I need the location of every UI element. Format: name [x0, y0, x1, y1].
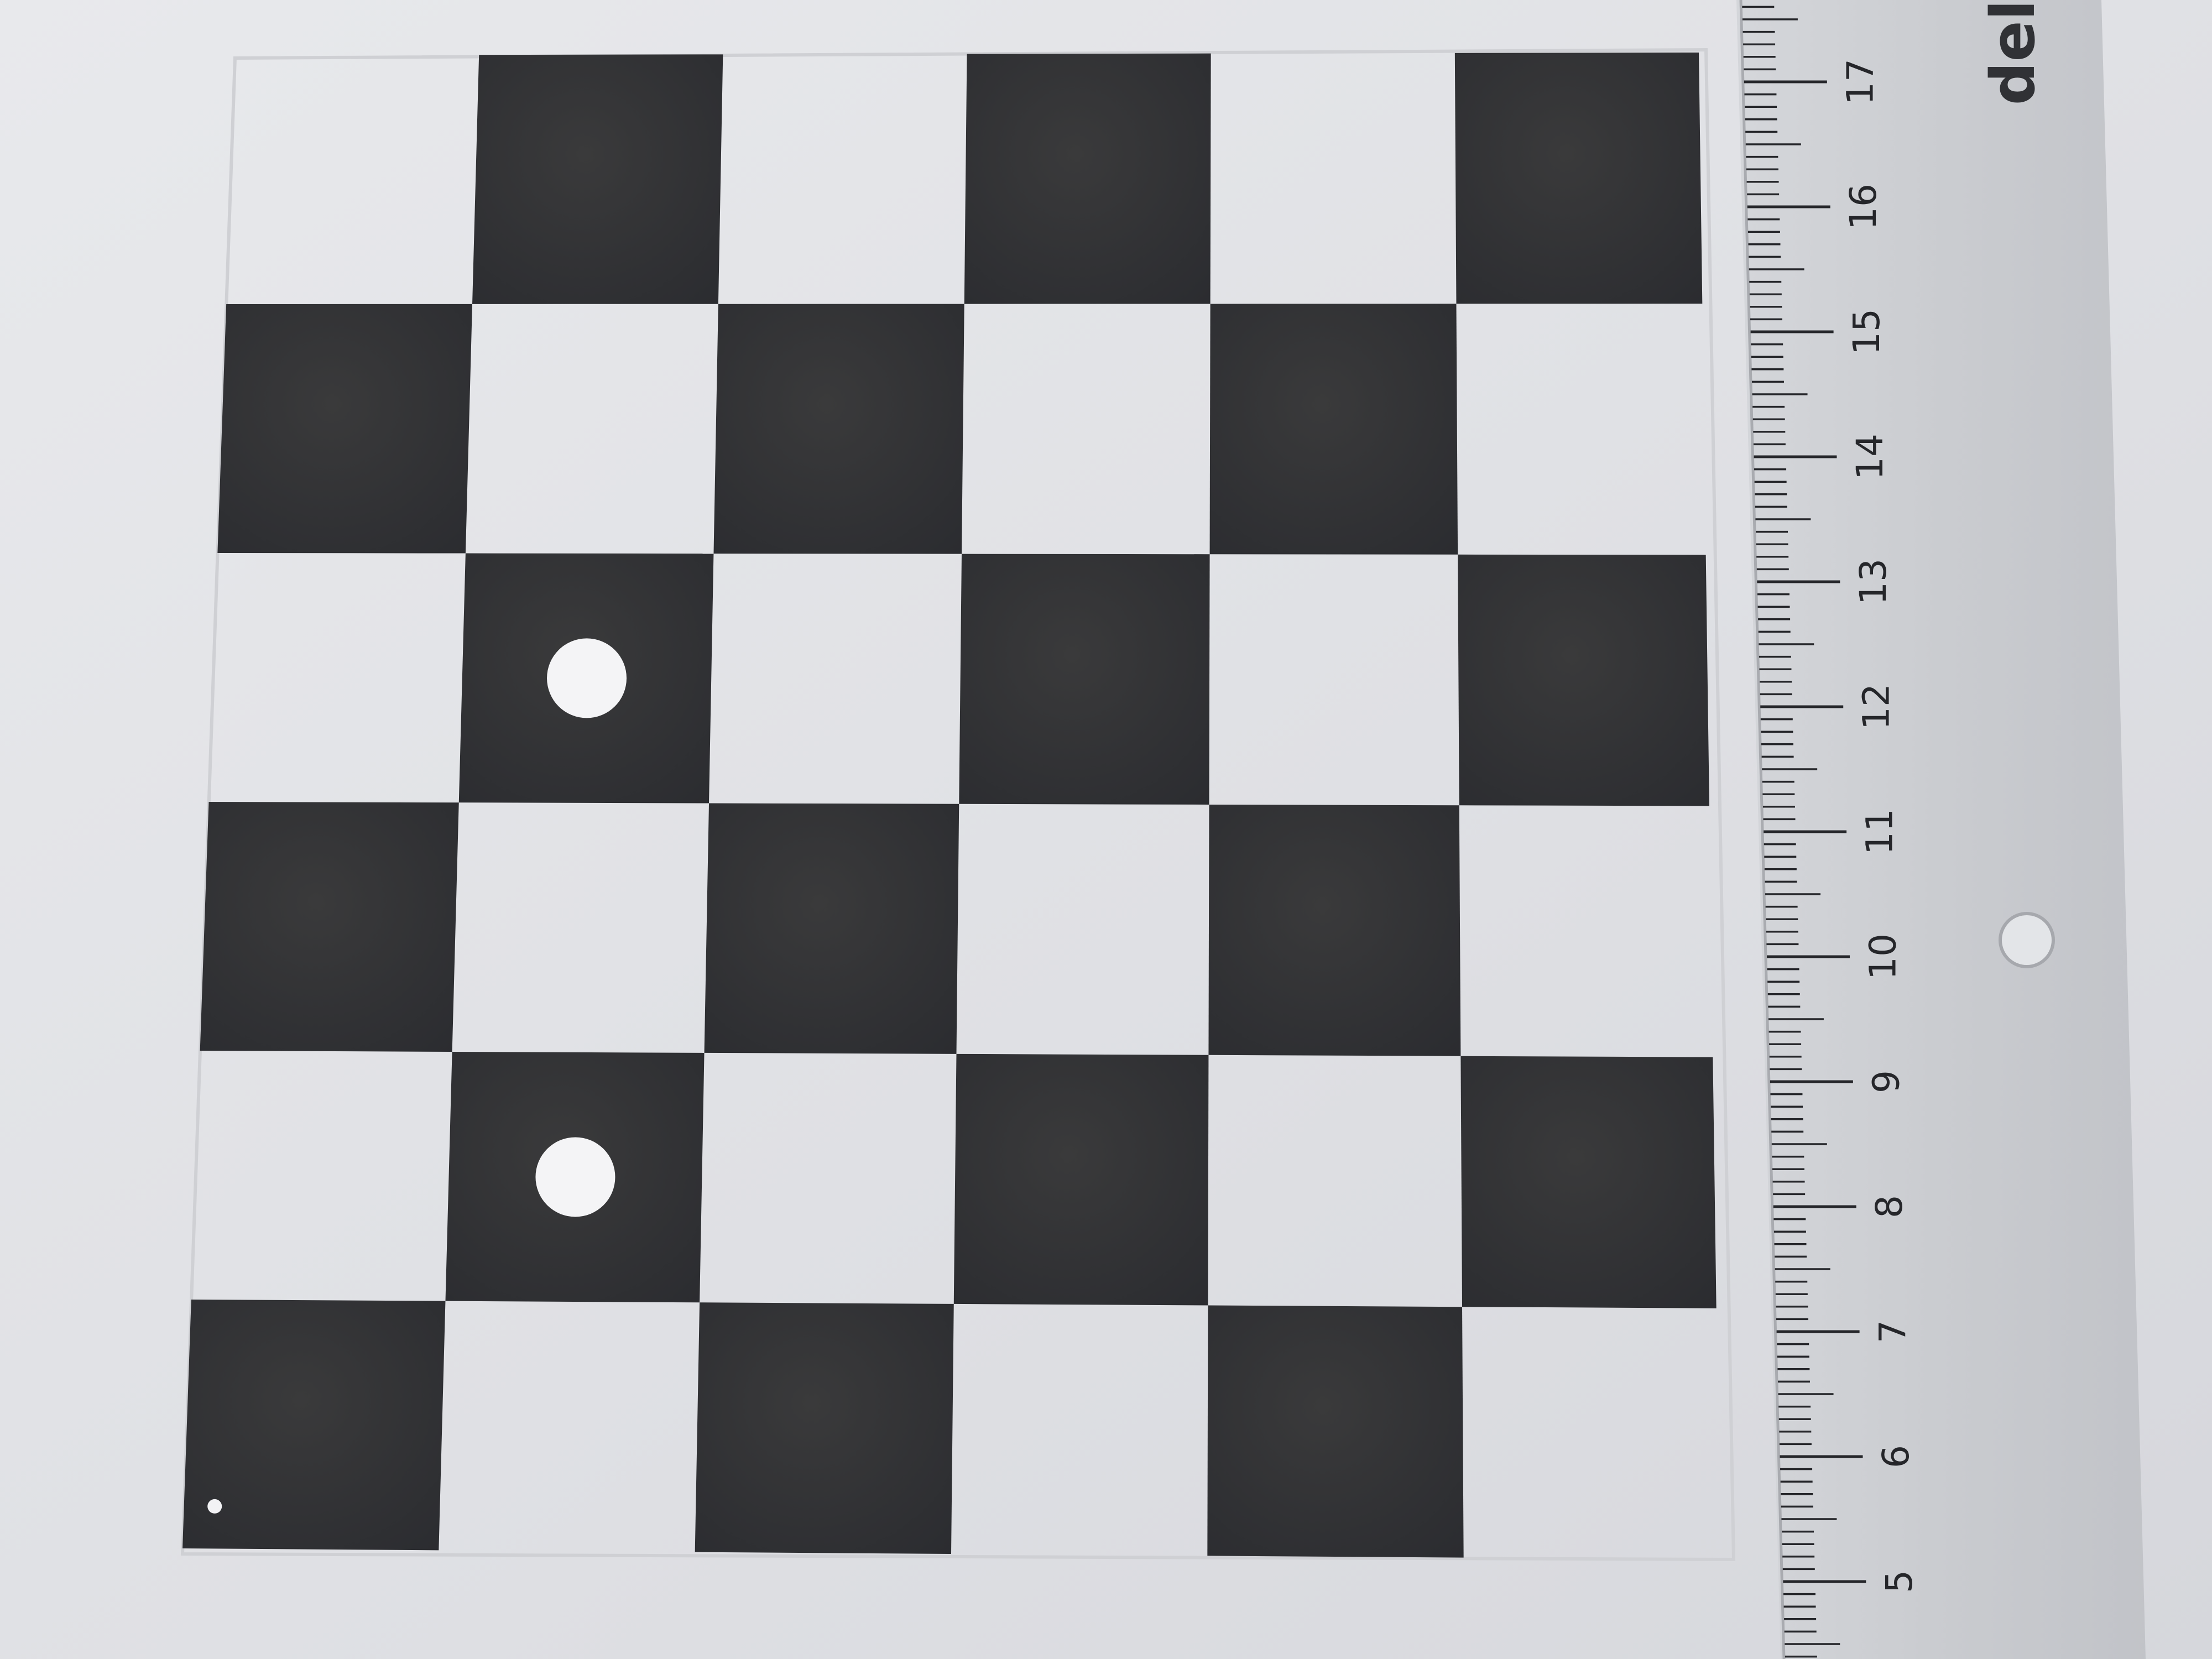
- small-dot-marker: [207, 1499, 222, 1514]
- sheet-outline: [180, 48, 1736, 1562]
- dark-square: [1458, 554, 1709, 806]
- dark-square: [959, 554, 1210, 805]
- dark-square: [1454, 53, 1703, 304]
- dark-square: [953, 1053, 1209, 1306]
- ruler-number: 11: [1859, 808, 1901, 855]
- ruler: 5 6 7 8 9 10 11 12 13 14 15 16 17 del: [1736, 0, 2146, 1659]
- ruler-number: 16: [1842, 184, 1885, 230]
- ruler-number: 13: [1852, 559, 1895, 605]
- dark-square: [1208, 805, 1461, 1056]
- checkerboard: [182, 53, 1717, 1558]
- dark-square: [1460, 1056, 1717, 1308]
- ruler-number: 14: [1849, 434, 1891, 480]
- dark-square: [695, 1302, 954, 1554]
- ruler-hole: [1999, 912, 2055, 968]
- ruler-number: 5: [1878, 1570, 1921, 1593]
- dark-square: [704, 803, 959, 1054]
- dark-square: [182, 1300, 446, 1551]
- dark-square: [1207, 1305, 1464, 1558]
- white-dot-marker: [535, 1137, 615, 1217]
- white-dot-marker: [547, 638, 627, 718]
- ruler-number: 15: [1845, 309, 1888, 355]
- ruler-number: 17: [1839, 59, 1881, 105]
- dark-square: [1209, 304, 1458, 555]
- ruler-brand-logo: del: [1978, 0, 2048, 106]
- dark-square: [200, 802, 459, 1052]
- dark-square: [217, 304, 473, 554]
- dark-square: [713, 304, 964, 554]
- ruler-number: 8: [1868, 1195, 1911, 1218]
- ruler-number: 10: [1861, 933, 1904, 980]
- dark-square: [964, 53, 1211, 304]
- ruler-body: [1736, 0, 2146, 1659]
- ruler-number: 9: [1865, 1070, 1907, 1093]
- dark-square: [472, 54, 723, 304]
- ruler-number: 12: [1855, 684, 1898, 730]
- ruler-edge: [1739, 0, 1786, 1659]
- ruler-number: 7: [1871, 1320, 1914, 1343]
- ruler-number: 6: [1875, 1445, 1917, 1468]
